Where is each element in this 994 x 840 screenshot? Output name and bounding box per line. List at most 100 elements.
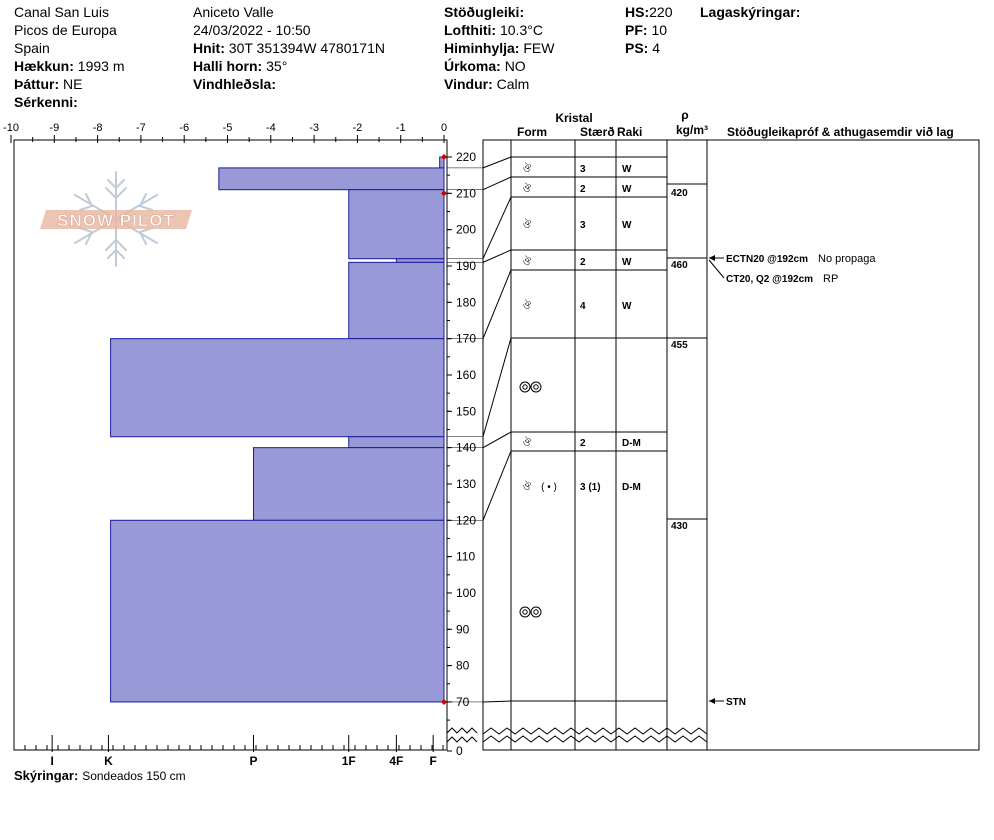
country-name: Spain	[14, 40, 50, 56]
layer-notes-label: Lagaskýringar:	[700, 4, 801, 20]
table-break-mark	[482, 727, 708, 735]
wind-row: Vindur: Calm	[444, 76, 530, 92]
comments-row: Skýringar: Sondeados 150 cm	[14, 766, 186, 785]
temperature-tick-label: -7	[136, 122, 146, 134]
height-tick-label: 160	[456, 368, 476, 382]
test-note: RP	[823, 273, 838, 285]
hs-row: HS:220	[625, 4, 673, 20]
axis-break-mark	[446, 727, 478, 734]
height-tick-label: 200	[456, 223, 476, 237]
height-tick-label: 100	[456, 586, 476, 600]
temperature-point	[441, 154, 447, 160]
crystal-header: Kristal	[555, 111, 592, 125]
height-tick-label: 180	[456, 295, 476, 309]
air-temp-value: 10.3°C	[499, 22, 543, 38]
header-col2: Aniceto Valle 24/03/2022 - 10:50 Hnit: 3…	[193, 3, 385, 93]
grain-size: 4	[580, 301, 586, 312]
melt-freeze-icon	[530, 381, 542, 393]
temperature-points	[441, 154, 447, 705]
density-unit-header: kg/m³	[676, 123, 708, 137]
melt-freeze-icon-inner	[522, 384, 528, 390]
form-header: Form	[517, 125, 547, 139]
density-value: 420	[671, 188, 688, 199]
hardness-label: I	[50, 754, 53, 768]
header-col4: HS:220 PF: 10 PS: 4	[625, 3, 672, 57]
hardness-label: P	[249, 754, 257, 768]
hardness-bars	[13, 139, 448, 751]
density-value: 460	[671, 260, 688, 271]
hardness-bar	[110, 338, 445, 438]
stability-row: Stöðugleiki:	[444, 4, 525, 20]
temperature-axis: -10 -9 -8 -7 -6 -5 -4 -3 -2 -1 0	[3, 122, 447, 143]
height-tick-label: 210	[456, 186, 476, 200]
density-value: 430	[671, 521, 688, 532]
test-arrowhead	[709, 255, 715, 261]
comments-label: Skýringar:	[14, 768, 79, 783]
rounded-grain-icon: ঔ	[523, 481, 532, 493]
test-note: No propaga	[818, 253, 876, 265]
layer-connector	[482, 156, 512, 169]
test-code: CT20, Q2 @192cm	[726, 274, 813, 285]
aspect-row: Þáttur: NE	[14, 76, 83, 92]
temperature-tick-label: -8	[93, 122, 103, 134]
melt-freeze-icon-inner	[533, 384, 539, 390]
height-tick-label: 130	[456, 477, 476, 491]
temperature-tick-label: -6	[179, 122, 189, 134]
height-tick-label: 0	[456, 744, 463, 758]
hardness-bar	[110, 519, 445, 703]
test-arrow-line	[708, 259, 725, 279]
height-axis: 2202102001901801701601501401301201101009…	[446, 140, 478, 758]
height-tick-label: 110	[456, 550, 475, 564]
layer-connector	[482, 196, 512, 259]
pf-value: 10	[651, 22, 668, 38]
moisture-value: W	[622, 257, 632, 268]
moisture-value: D-M	[622, 438, 641, 449]
stability-tests: ECTN20 @192cm No propaga CT20, Q2 @192cm RP…	[708, 253, 876, 708]
layer-connector	[482, 450, 512, 521]
slope-value: 35°	[266, 58, 288, 74]
layer-connector	[482, 269, 512, 339]
rounded-grain-icon: ঔ	[523, 300, 532, 312]
air-temp-row: Lofthiti: 10.3°C	[444, 22, 543, 38]
height-tick-label: 90	[456, 622, 470, 636]
melt-freeze-icon	[530, 606, 542, 618]
melt-freeze-icon-inner	[533, 609, 539, 615]
grain-size: 3	[580, 164, 586, 175]
temperature-tick-label: -2	[353, 122, 363, 134]
ps-row: PS: 4	[625, 40, 661, 56]
hardness-bar	[348, 436, 445, 449]
temperature-point	[441, 190, 447, 197]
layer-table: ঔ 3 W ঔ 2 W ঔ 3 W ঔ 2 W ঔ 4 W ঔ 2 D-M ঔ ( • ) 3 (1) D-M 420 460…	[447, 139, 980, 751]
range-name: Picos de Europa	[14, 22, 117, 38]
location-name: Canal San Luis	[14, 4, 109, 20]
logo-text: SNOW PILOT	[57, 211, 175, 230]
hardness-bar	[252, 447, 445, 521]
observation-datetime: 24/03/2022 - 10:50	[193, 22, 311, 38]
temperature-point	[441, 698, 447, 705]
layer-connector	[482, 700, 512, 703]
hardness-label: K	[104, 754, 113, 768]
grain-size: 3	[580, 220, 586, 231]
layer-connector	[482, 249, 512, 263]
snowpilot-logo: SNOW PILOT	[40, 171, 192, 267]
precip-grain-icon: ( • )	[541, 482, 557, 493]
table-frame	[482, 139, 980, 751]
height-tick-label: 150	[456, 404, 476, 418]
moisture-value: W	[622, 184, 632, 195]
hs-value: 220	[649, 4, 673, 20]
header-col3: Stöðugleiki: Lofthiti: 10.3°C Himinhylja…	[444, 3, 554, 93]
layer-connector	[482, 431, 512, 449]
observer-name: Aniceto Valle	[193, 4, 274, 20]
hardness-label: F	[430, 754, 437, 768]
table-break-mark	[482, 735, 708, 743]
header-col1: Canal San Luis Picos de Europa Spain Hæk…	[14, 3, 125, 111]
grain-size: 2	[580, 257, 586, 268]
tests-header: Stöðugleikapróf & athugasemdir við lag	[727, 125, 954, 139]
temperature-tick-label: -4	[266, 122, 276, 134]
density-value: 455	[671, 340, 688, 351]
hardness-bar	[218, 167, 445, 191]
axis-break-mark	[446, 736, 478, 743]
layer-connector	[482, 337, 512, 437]
rho-header: ρ	[681, 108, 688, 122]
moisture-value: W	[622, 220, 632, 231]
